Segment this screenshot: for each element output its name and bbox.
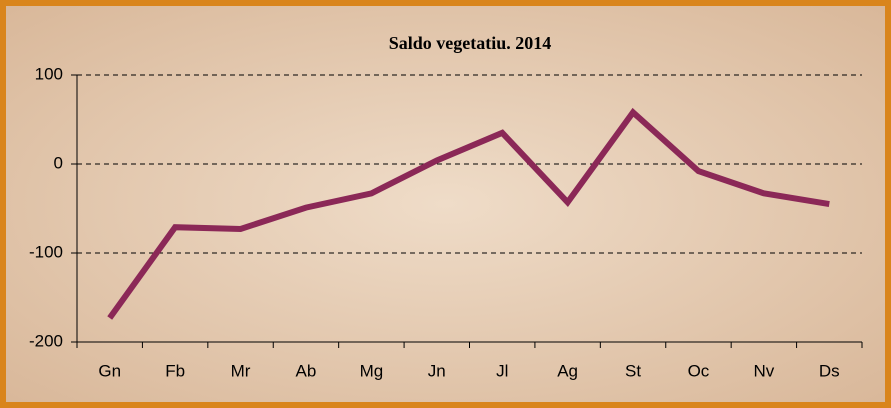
y-tick-label: 100: [35, 64, 63, 83]
y-tick-label: -100: [29, 242, 63, 261]
x-tick-label: Oc: [688, 361, 710, 380]
x-tick-label: Ag: [557, 361, 578, 380]
x-tick-label: Gn: [98, 361, 121, 380]
x-tick-label: St: [625, 361, 641, 380]
y-tick-label: 0: [54, 153, 63, 172]
x-tick-label: Nv: [753, 361, 774, 380]
data-line: [107, 107, 830, 320]
x-tick-label: Ds: [819, 361, 840, 380]
x-tick-label: Mg: [360, 361, 384, 380]
y-tick-label: -200: [29, 331, 63, 350]
x-tick-label: Fb: [165, 361, 185, 380]
chart-title: Saldo vegetatiu. 2014: [389, 33, 552, 53]
x-tick-label: Jn: [428, 361, 446, 380]
x-tick-label: Jl: [496, 361, 508, 380]
x-tick-label: Mr: [231, 361, 251, 380]
x-tick-label: Ab: [296, 361, 317, 380]
background: [6, 6, 885, 402]
